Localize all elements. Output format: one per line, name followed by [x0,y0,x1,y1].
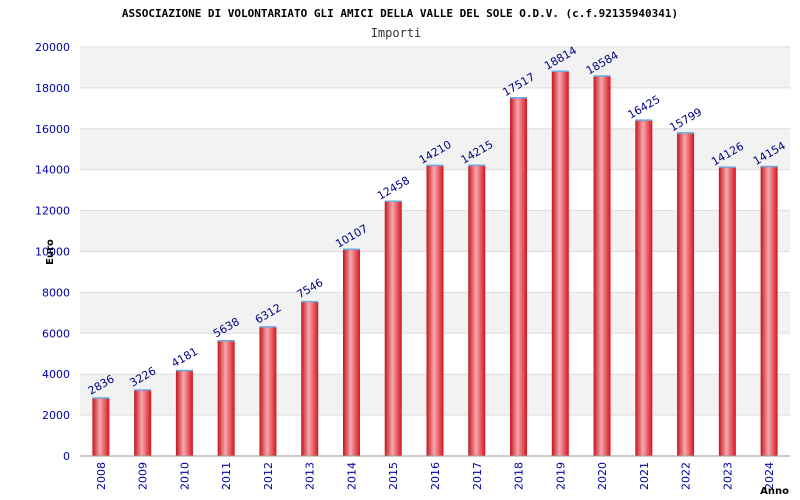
y-tick-label: 8000 [42,286,70,299]
x-axis-label: Anno [760,486,789,497]
bar [342,249,360,456]
bar [426,165,444,456]
y-tick-label: 12000 [35,205,70,218]
x-tick-label: 2015 [387,462,400,490]
x-tick-label: 2023 [721,462,734,490]
bar [718,167,736,457]
y-tick-label: 0 [63,450,70,463]
bar [384,201,402,456]
bar [175,370,193,456]
x-tick-label: 2021 [638,462,651,490]
bar [468,165,486,456]
grid-band [80,47,790,88]
y-tick-label: 20000 [35,41,70,54]
x-tick-label: 2020 [596,462,609,490]
y-tick-label: 6000 [42,327,70,340]
y-tick-label: 16000 [35,123,70,136]
x-tick-label: 2008 [95,462,108,490]
chart-subtitle: Importi [371,26,422,40]
x-tick-label: 2014 [345,462,358,490]
grid-band [80,128,790,170]
bar [92,398,110,456]
bar [510,97,528,457]
x-tick-label: 2013 [304,462,317,490]
bar [551,71,569,457]
bar [760,166,778,456]
x-tick-labels: 2008 2009 2010 2011 2012 2013 2014 2015 2016 2017… [95,462,776,490]
bar [134,390,152,456]
bars [92,70,778,457]
y-tick-label: 2000 [42,409,70,422]
x-tick-label: 2018 [513,462,526,490]
data-label: 16425 [626,93,663,122]
bar [301,301,319,456]
x-tick-label: 2017 [471,462,484,490]
bar [593,75,611,456]
y-tick-label: 14000 [35,164,70,177]
chart-title: ASSOCIAZIONE DI VOLONTARIATO GLI AMICI D… [122,7,678,20]
x-tick-label: 2010 [178,462,191,490]
y-tick-label: 10000 [35,246,70,259]
bar [677,132,695,456]
y-tick-label: 4000 [42,368,70,381]
x-tick-label: 2022 [680,462,693,490]
x-tick-label: 2012 [262,462,275,490]
x-tick-label: 2016 [429,462,442,490]
y-tick-label: 18000 [35,82,70,95]
x-tick-label: 2019 [554,462,567,490]
x-tick-label: 2024 [763,462,776,490]
data-label: 12458 [375,174,412,203]
bar [635,120,653,456]
x-tick-label: 2011 [220,462,233,490]
y-tick-labels: 0 2000 4000 6000 8000 10000 12000 14000 16000 180… [35,41,70,463]
bar [217,340,235,456]
data-label: 4181 [169,345,200,370]
y-axis-label: Euro [45,239,56,265]
x-tick-label: 2009 [137,462,150,490]
bar [259,326,277,456]
